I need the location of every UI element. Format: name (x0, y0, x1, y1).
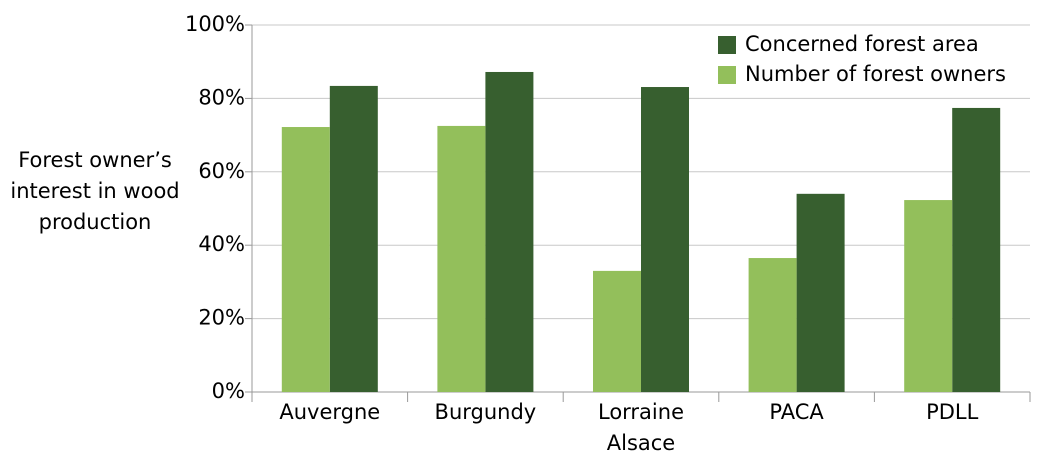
y-tick-label: 40% (198, 232, 245, 256)
y-axis-label: Forest owner’s interest in wood producti… (10, 148, 180, 234)
bar (952, 107, 1001, 392)
x-tick-label: Auvergne (279, 400, 381, 424)
legend-label: Concerned forest area (745, 32, 979, 56)
y-tick-label: 100% (185, 12, 245, 36)
legend-swatch (718, 66, 736, 84)
bar (437, 125, 486, 393)
bar (748, 258, 797, 392)
y-tick-label: 60% (198, 159, 245, 183)
bar (641, 87, 689, 392)
bar (485, 71, 534, 392)
bar (281, 127, 330, 392)
x-tick-label: Burgundy (434, 400, 537, 424)
legend-swatch (718, 36, 736, 54)
bar (593, 270, 641, 392)
y-tick-label: 20% (198, 306, 245, 330)
x-tick-label: PACA (769, 400, 824, 424)
y-tick-label: 0% (212, 379, 245, 403)
legend-label: Number of forest owners (745, 62, 1006, 86)
bar (904, 200, 953, 392)
x-tick-label: Lorraine Alsace (597, 400, 684, 455)
y-tick-label: 80% (198, 85, 245, 109)
bar (329, 85, 378, 392)
x-tick-label: PDLL (926, 400, 979, 424)
bar (796, 193, 845, 392)
